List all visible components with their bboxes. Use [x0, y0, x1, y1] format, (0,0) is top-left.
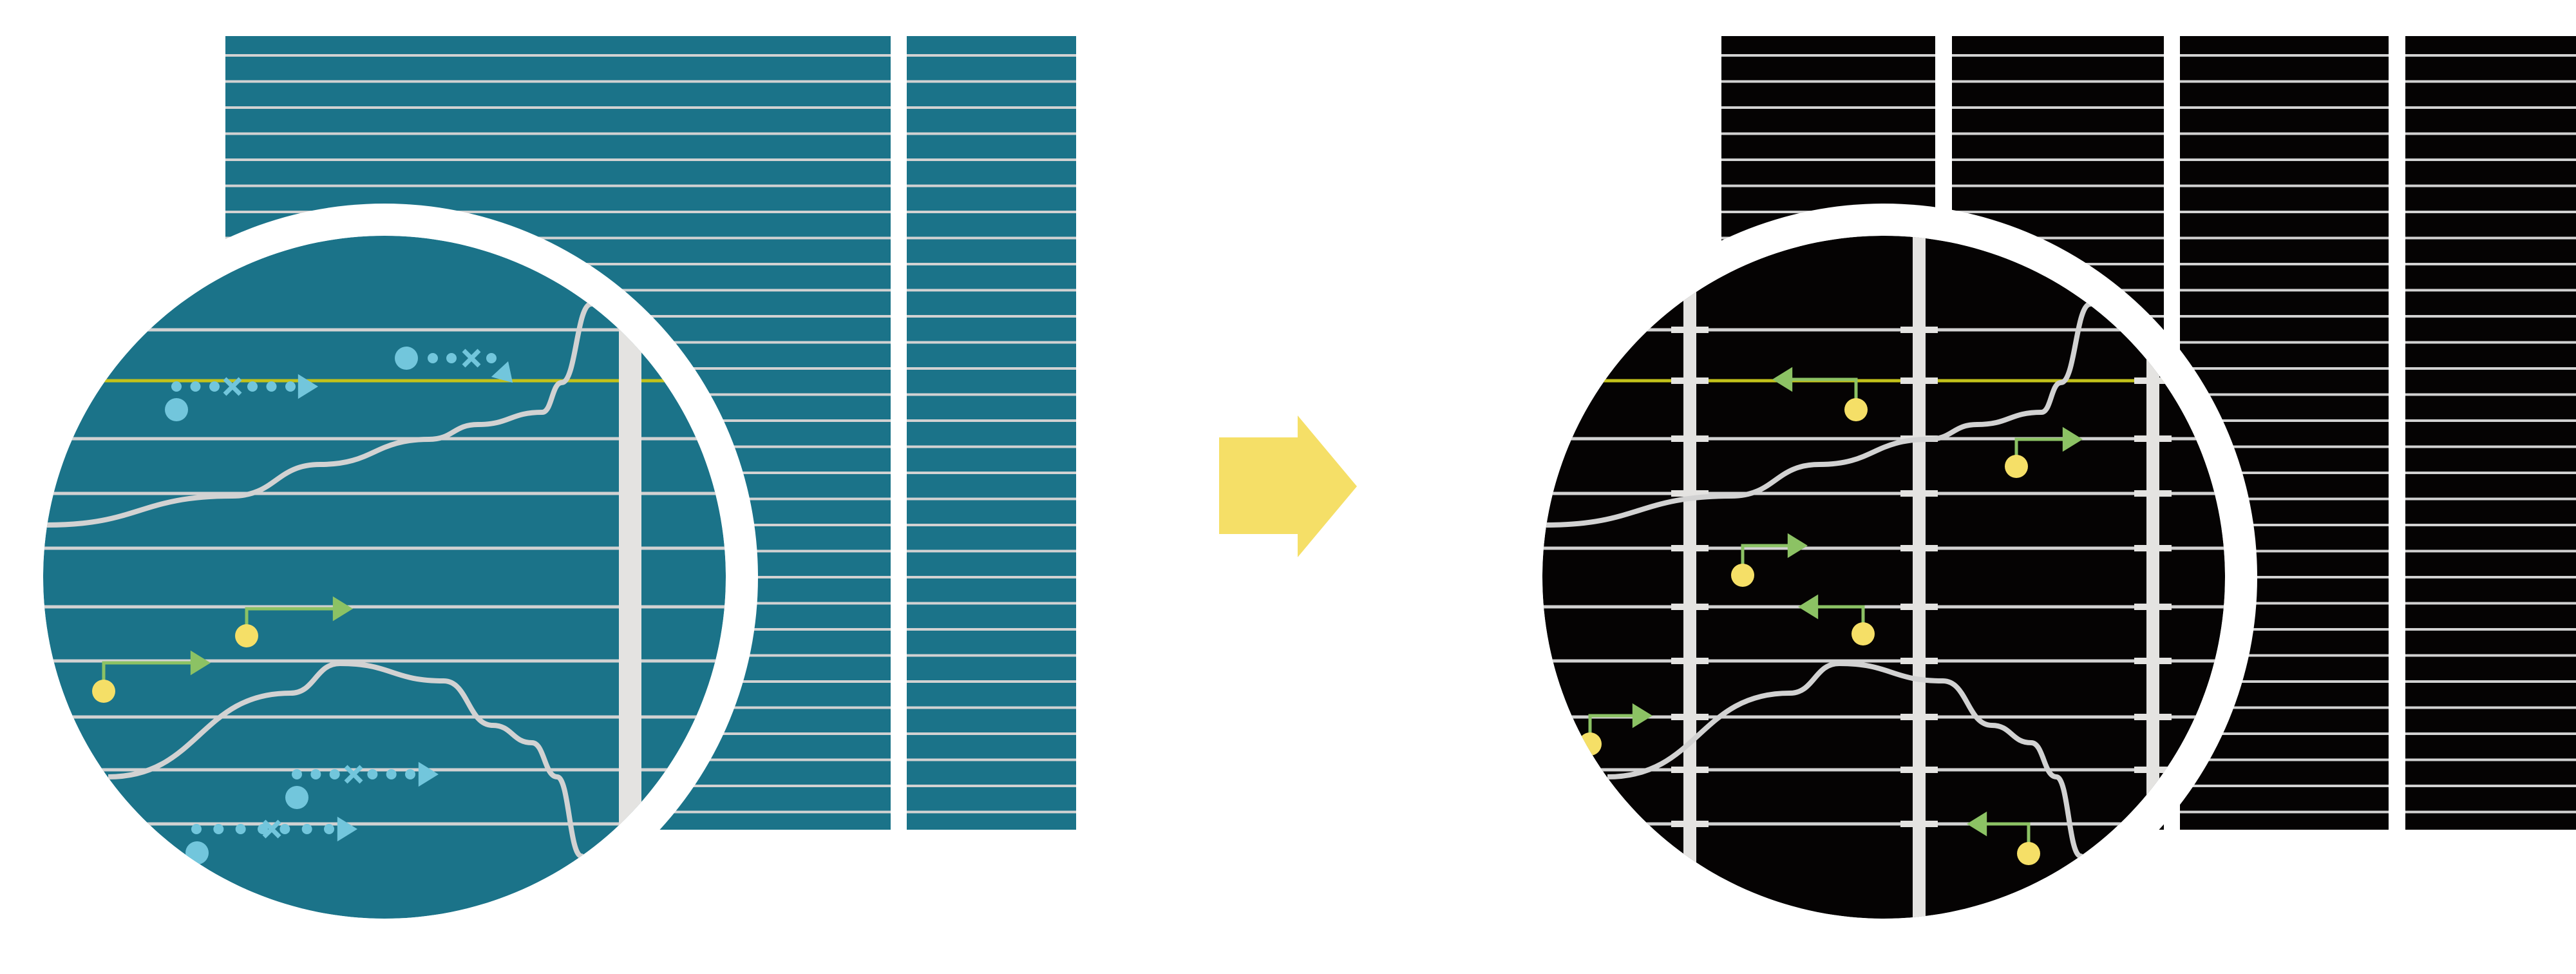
- contact-finger: [1671, 767, 1709, 773]
- contact-finger: [2134, 714, 2172, 720]
- contact-finger: [2134, 604, 2172, 610]
- contact-finger: [1900, 767, 1938, 773]
- contact-finger: [1671, 821, 1709, 827]
- contact-finger: [1671, 377, 1709, 384]
- carrier-dot: [191, 824, 202, 834]
- magnifier-fill: [1542, 236, 2225, 919]
- carrier-particle: [235, 624, 258, 647]
- contact-finger: [1900, 714, 1938, 720]
- carrier-dot: [428, 353, 438, 363]
- panel-column: [907, 36, 1076, 830]
- carrier-particle: [2017, 842, 2040, 865]
- band-curve: [108, 660, 595, 917]
- carrier-dot: [209, 381, 220, 392]
- arrow-head-icon: [337, 816, 357, 842]
- carrier-particle: [165, 398, 188, 421]
- contact-finger: [2134, 435, 2172, 442]
- contact-finger: [1900, 658, 1938, 664]
- contact-finger: [1671, 658, 1709, 664]
- busbar: [1913, 236, 1926, 919]
- arrow-right-icon: [1219, 415, 1357, 557]
- carrier-dot: [324, 824, 334, 834]
- contact-finger: [1900, 545, 1938, 551]
- carrier-dot: [247, 381, 258, 392]
- right-magnifier: [1510, 204, 2257, 951]
- carrier-particle: [1731, 564, 1754, 587]
- contact-finger: [2134, 377, 2172, 384]
- carrier-dot: [301, 824, 312, 834]
- left-magnifier: [11, 204, 758, 951]
- arrow-head-icon: [1967, 811, 1987, 837]
- carrier-particle: [2005, 455, 2028, 478]
- arrow-head-icon: [1787, 533, 1808, 559]
- carrier-dot: [171, 381, 182, 392]
- contact-finger: [1671, 545, 1709, 551]
- carrier-dot: [235, 824, 246, 834]
- contact-finger: [1900, 821, 1938, 827]
- magnifier-fill: [43, 236, 726, 919]
- recombination-x-icon: [462, 349, 481, 368]
- band-curve: [1546, 242, 2107, 528]
- carrier-dot: [190, 381, 201, 392]
- contact-finger: [2134, 545, 2172, 551]
- carrier-particle: [395, 347, 418, 370]
- arrow-head-icon: [1798, 594, 1819, 620]
- contact-finger: [1900, 327, 1938, 333]
- arrow-head-icon: [1772, 367, 1793, 392]
- carrier-dot: [279, 824, 290, 834]
- carrier-dot: [285, 381, 296, 392]
- contact-finger: [1900, 377, 1938, 384]
- contact-finger: [1671, 604, 1709, 610]
- panel-column: [2405, 36, 2576, 830]
- contact-finger: [1671, 327, 1709, 333]
- contact-finger: [2134, 658, 2172, 664]
- carrier-dot: [446, 353, 457, 363]
- arrow-head-icon: [418, 761, 439, 787]
- arrow-head-icon: [332, 596, 353, 622]
- carrier-dot: [367, 769, 378, 779]
- arrow-head-icon: [298, 374, 318, 399]
- arrow-head-icon: [491, 361, 513, 383]
- contact-finger: [1900, 604, 1938, 610]
- carrier-dot: [213, 824, 224, 834]
- contact-finger: [1671, 490, 1709, 497]
- arrow-head-icon: [190, 650, 211, 676]
- busbar: [619, 236, 641, 919]
- carrier-dot: [486, 353, 497, 363]
- transition-arrow-icon: [1219, 415, 1357, 557]
- carrier-particle: [1852, 622, 1875, 645]
- recombination-x-icon: [262, 819, 281, 839]
- carrier-dot: [310, 769, 321, 779]
- carrier-dot: [386, 769, 397, 779]
- carrier-dot: [258, 824, 268, 834]
- arrow-head-icon: [1632, 703, 1653, 729]
- carrier-particle: [92, 680, 115, 703]
- contact-finger: [1671, 714, 1709, 720]
- busbar: [2146, 236, 2159, 919]
- carrier-dot: [266, 381, 277, 392]
- carrier-dot: [292, 769, 302, 779]
- band-curve: [46, 242, 608, 528]
- contact-finger: [1900, 490, 1938, 497]
- contact-finger: [1671, 435, 1709, 442]
- magnifier-content: [1542, 236, 2225, 919]
- contact-finger: [2134, 767, 2172, 773]
- recombination-x-icon: [344, 765, 363, 784]
- busbar: [1683, 236, 1696, 919]
- carrier-particle: [285, 786, 308, 809]
- magnifier-content: [43, 236, 726, 919]
- carrier-dot: [405, 769, 415, 779]
- contact-finger: [2134, 490, 2172, 497]
- recombination-x-icon: [223, 377, 242, 396]
- band-curve: [1607, 660, 2094, 917]
- arrow-head-icon: [2062, 426, 2083, 452]
- carrier-dot: [329, 769, 340, 779]
- carrier-particle: [1844, 398, 1868, 421]
